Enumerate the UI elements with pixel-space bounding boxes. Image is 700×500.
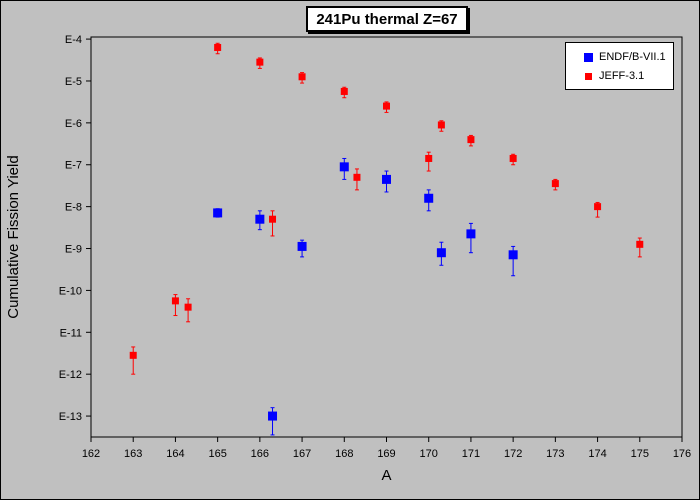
endf-point xyxy=(382,170,391,193)
y-tick-label: E-9 xyxy=(65,244,82,256)
y-tick-label: E-4 xyxy=(65,34,82,46)
legend-label-jeff: JEFF-3.1 xyxy=(599,70,645,82)
marker xyxy=(256,58,264,66)
x-tick-label: 168 xyxy=(335,448,353,460)
data-marks xyxy=(129,42,644,436)
marker xyxy=(636,240,644,248)
x-tick-label: 175 xyxy=(631,448,649,460)
plot-area xyxy=(90,36,683,438)
marker xyxy=(466,229,476,239)
jeff-point xyxy=(129,346,137,375)
x-tick-label: 176 xyxy=(673,448,691,460)
endf-point xyxy=(255,210,265,231)
x-tick-label: 169 xyxy=(377,448,395,460)
legend-swatch-endf xyxy=(584,52,593,62)
jeff-point xyxy=(184,298,192,323)
jeff-point xyxy=(594,201,602,218)
legend-label-endf: ENDF/B-VII.1 xyxy=(599,51,666,63)
endf-point xyxy=(424,189,434,212)
x-tick-label: 174 xyxy=(588,448,606,460)
jeff-point xyxy=(171,294,179,317)
marker xyxy=(339,162,349,172)
jeff-point xyxy=(214,42,222,55)
legend-swatch-jeff xyxy=(585,72,592,80)
jeff-point xyxy=(551,178,559,191)
jeff-point xyxy=(353,168,361,191)
y-axis: E-4 E-5 E-6 E-7 E-8 E-9 E-10 E-11 E-12 E-13 xyxy=(59,34,91,423)
legend-item-endf: ENDF/B-VII.1 xyxy=(584,51,666,63)
legend: ENDF/B-VII.1 JEFF-3.1 xyxy=(565,42,674,90)
marker xyxy=(551,180,559,188)
marker xyxy=(171,297,179,305)
y-tick-label: E-10 xyxy=(59,285,82,297)
marker xyxy=(214,43,222,51)
y-tick-label: E-5 xyxy=(65,76,82,88)
marker xyxy=(383,102,390,110)
marker xyxy=(424,193,434,203)
x-tick-label: 164 xyxy=(166,448,184,460)
marker xyxy=(298,73,306,81)
jeff-point xyxy=(636,237,644,258)
marker xyxy=(436,248,446,258)
marker xyxy=(184,303,192,311)
x-tick-label: 170 xyxy=(420,448,438,460)
y-tick-label: E-13 xyxy=(59,411,82,423)
chart-title: 241Pu thermal Z=67 xyxy=(306,6,468,32)
jeff-point xyxy=(383,101,390,113)
y-axis-title: Cumulative Fission Yield xyxy=(5,155,22,318)
x-tick-label: 165 xyxy=(208,448,226,460)
x-tick-label: 167 xyxy=(293,448,311,460)
marker xyxy=(437,121,445,129)
marker xyxy=(509,154,517,162)
endf-point xyxy=(297,239,307,258)
endf-point xyxy=(436,241,446,266)
jeff-point xyxy=(425,151,433,172)
jeff-point xyxy=(269,210,277,237)
endf-point xyxy=(508,245,518,277)
x-tick-label: 163 xyxy=(124,448,142,460)
jeff-point xyxy=(256,57,264,69)
marker xyxy=(425,154,433,162)
jeff-point xyxy=(340,86,348,99)
marker xyxy=(213,208,223,218)
marker xyxy=(382,174,391,184)
marker xyxy=(268,411,278,421)
x-tick-label: 162 xyxy=(82,448,100,460)
marker xyxy=(353,173,361,181)
legend-item-jeff: JEFF-3.1 xyxy=(584,70,644,82)
x-tick-label: 171 xyxy=(462,448,480,460)
endf-point xyxy=(268,407,278,436)
x-tick-label: 166 xyxy=(251,448,269,460)
x-tick-label: 173 xyxy=(546,448,564,460)
y-tick-label: E-6 xyxy=(65,118,82,130)
x-axis: 162 163 164 165 166 167 168 169 170 171 172 173 174 1… xyxy=(82,437,691,460)
jeff-point xyxy=(509,153,517,166)
y-tick-label: E-12 xyxy=(59,369,82,381)
marker xyxy=(594,203,602,211)
y-tick-label: E-8 xyxy=(65,202,82,214)
y-tick-label: E-7 xyxy=(65,160,82,172)
x-axis-title: A xyxy=(381,467,391,484)
endf-point xyxy=(339,157,349,180)
x-tick-label: 172 xyxy=(504,448,522,460)
marker xyxy=(269,215,277,223)
marker xyxy=(508,250,518,260)
marker xyxy=(297,241,307,251)
marker xyxy=(255,214,265,224)
marker xyxy=(467,136,475,144)
marker xyxy=(129,351,137,359)
jeff-point xyxy=(467,134,475,147)
jeff-point xyxy=(437,120,445,132)
endf-point xyxy=(466,222,476,254)
marker xyxy=(340,87,348,95)
jeff-point xyxy=(298,72,306,84)
y-tick-label: E-11 xyxy=(60,327,82,339)
endf-point xyxy=(213,208,223,218)
